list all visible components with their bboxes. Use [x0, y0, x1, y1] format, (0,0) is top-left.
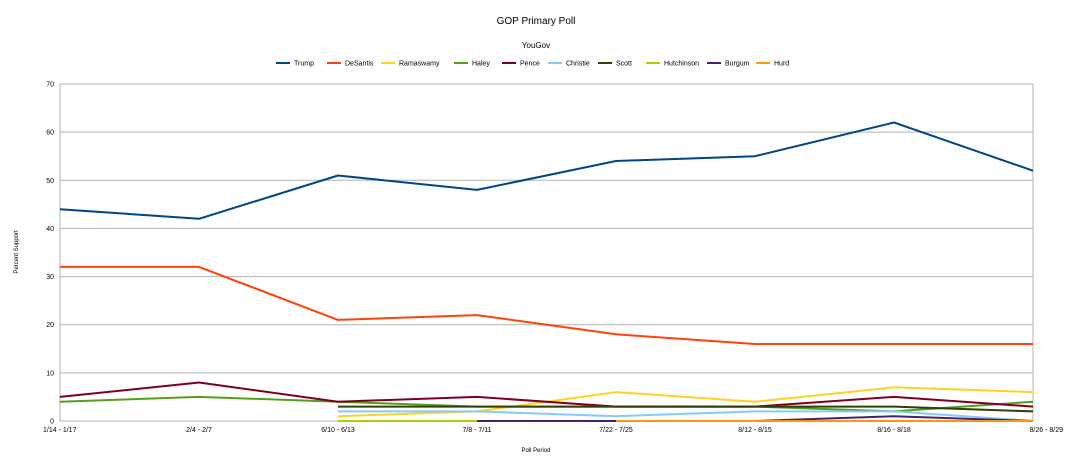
series-line-desantis: [60, 265, 1033, 345]
y-tick-label: 50: [46, 178, 54, 185]
x-tick-label: 6/10 - 6/13: [321, 427, 355, 434]
chart-subtitle: YouGov: [522, 41, 550, 50]
x-axis-label: Poll Period: [521, 448, 550, 454]
x-tick-label: 7/8 - 7/11: [462, 427, 491, 434]
y-tick-label: 0: [50, 419, 54, 426]
y-tick-label: 20: [46, 322, 54, 329]
series-line-christie: [338, 410, 1034, 422]
series-line-haley: [59, 395, 1034, 413]
legend: Trump DeSantis Ramaswamy Haley Pence Christie…: [276, 61, 789, 68]
legend-label: Haley: [472, 61, 490, 68]
series-line-scott: [338, 405, 1034, 413]
legend-label: Hurd: [774, 61, 789, 68]
x-tick-label: 8/26 - 8/29: [1030, 427, 1064, 434]
x-tick-label: 8/16 - 8/18: [877, 427, 911, 434]
legend-label: Pence: [520, 61, 540, 68]
plot-area: [59, 83, 1034, 422]
y-tick-label: 30: [46, 274, 54, 281]
x-tick-label: 1/14 - 1/17: [43, 427, 77, 434]
gridlines: [60, 83, 1033, 422]
y-tick-label: 60: [46, 130, 54, 137]
chart-title: GOP Primary Poll: [497, 16, 576, 27]
x-tick-label: 2/4 - 2/7: [186, 427, 212, 434]
y-tick-label: 10: [46, 370, 54, 377]
y-axis-label: Percent Support: [14, 230, 20, 274]
y-tick-label: 40: [46, 226, 54, 233]
legend-label: Burgum: [725, 61, 750, 68]
series-line-trump: [59, 121, 1034, 220]
legend-label: Scott: [616, 61, 632, 68]
series-line-pence: [59, 381, 1034, 408]
legend-label: Ramaswamy: [399, 61, 440, 68]
legend-label: Hutchinson: [664, 61, 699, 68]
legend-label: DeSantis: [345, 61, 374, 68]
y-axis-ticks: 0 10 20 30 40 50 60 70: [46, 82, 54, 426]
series-lines: [59, 121, 1034, 422]
x-tick-label: 8/12 - 8/15: [738, 427, 772, 434]
legend-label: Christie: [566, 61, 590, 68]
legend-label: Trump: [294, 61, 314, 68]
x-tick-label: 7/22 - 7/25: [599, 427, 633, 434]
x-axis-ticks: 1/14 - 1/17 2/4 - 2/7 6/10 - 6/13 7/8 - 7/1…: [43, 427, 1063, 434]
y-tick-label: 70: [46, 82, 54, 89]
